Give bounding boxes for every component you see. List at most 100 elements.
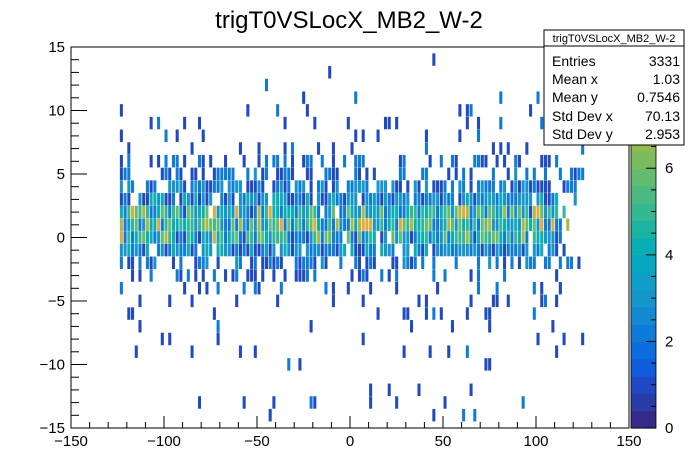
heatmap-cell [205,256,209,269]
heatmap-cell [510,193,514,206]
heatmap-cell [517,154,521,168]
heatmap-cell [197,193,202,206]
heatmap-cell [290,154,295,168]
heatmap-cell [209,231,213,244]
heatmap-cell [514,205,518,219]
heatmap-cell [469,218,473,231]
heatmap-cell [357,269,361,282]
heatmap-cell [506,294,510,308]
heatmap-cell [432,231,436,244]
heatmap-cell [183,218,187,231]
heatmap-cell [335,218,339,231]
heatmap-cell [261,269,265,282]
heatmap-cell [510,231,514,244]
heatmap-cell [272,243,276,257]
heatmap-cell [257,193,261,206]
heatmap-cell [138,218,142,231]
heatmap-cell [421,218,425,231]
heatmap-cell [391,256,395,269]
heatmap-cell [491,218,495,231]
heatmap-cell [465,116,469,130]
heatmap-cell [272,231,276,244]
heatmap-cell [540,243,544,257]
heatmap-cell [421,243,425,257]
heatmap-cell [183,243,187,257]
heatmap-cell [119,154,123,168]
heatmap-cell [171,218,175,231]
heatmap-cell [123,218,127,231]
heatmap-cell [331,167,335,181]
heatmap-cell [555,269,559,282]
heatmap-cell [123,243,127,257]
heatmap-cell [491,167,495,181]
heatmap-cell [331,180,335,193]
heatmap-cell [142,218,146,231]
heatmap-cell [272,269,276,282]
heatmap-cell [253,243,257,257]
heatmap-cell [335,167,339,181]
heatmap-cell [194,205,198,219]
heatmap-cell [473,218,477,231]
heatmap-cell [543,180,547,193]
heatmap-cell [529,205,533,219]
heatmap-cell [160,231,164,244]
heatmap-cell [205,281,209,295]
heatmap-cell [581,332,585,346]
heatmap-cell [119,193,123,206]
heatmap-cell [454,243,458,257]
heatmap-cells [119,53,585,422]
heatmap-cell [276,180,280,193]
heatmap-cell [261,205,265,219]
heatmap-cell [317,218,321,231]
heatmap-cell [220,218,224,231]
heatmap-cell [220,243,224,257]
palette-swatch [631,393,656,412]
heatmap-cell [402,231,406,244]
heatmap-cell [149,231,153,244]
heatmap-cell [443,231,447,244]
heatmap-cell [436,205,440,219]
heatmap-cell [443,218,447,231]
heatmap-cell [484,180,488,193]
heatmap-cell [190,294,194,308]
heatmap-cell [484,154,488,168]
heatmap-cell [398,180,402,193]
heatmap-cell [257,142,261,155]
heatmap-cell [138,320,142,333]
heatmap-cell [201,231,205,244]
heatmap-cell [131,269,135,282]
heatmap-cell [536,193,540,206]
heatmap-cell [298,193,302,206]
heatmap-cell [317,193,321,206]
heatmap-cell [510,218,514,231]
heatmap-cell [305,205,309,219]
palette-swatch [631,376,656,394]
heatmap-cell [220,231,224,244]
heatmap-cell [179,231,183,244]
heatmap-cell [257,281,261,295]
heatmap-cell [339,193,343,206]
heatmap-cell [346,180,350,193]
heatmap-cell [324,218,328,231]
heatmap-cell [491,294,495,308]
heatmap-cell [510,256,514,269]
heatmap-cell [339,218,343,231]
heatmap-cell [153,256,157,269]
heatmap-cell [540,294,544,308]
heatmap-cell [134,218,138,231]
heatmap-cell [439,154,443,168]
heatmap-cell [205,205,209,219]
heatmap-cell [134,243,138,257]
heatmap-cell [555,218,559,231]
heatmap-cell [555,193,559,206]
heatmap-cell [521,218,525,231]
heatmap-cell [287,205,291,219]
heatmap-cell [261,180,265,193]
heatmap-cell [536,205,540,219]
heatmap-cell [473,408,477,422]
heatmap-cell [168,332,172,346]
heatmap-cell [443,205,447,219]
heatmap-cell [372,256,376,269]
heatmap-cell [454,154,458,168]
